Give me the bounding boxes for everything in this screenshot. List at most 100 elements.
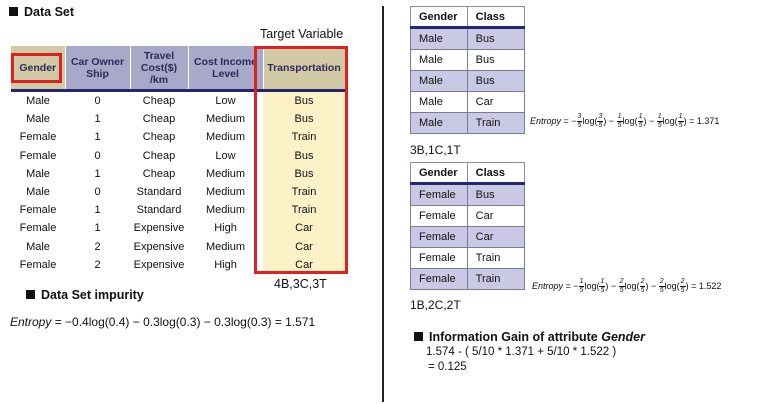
data-set-heading: Data Set bbox=[9, 5, 74, 19]
table-header-row: Gender Car Owner Ship Travel Cost($) /km… bbox=[11, 46, 346, 92]
table-cell: Female bbox=[410, 205, 468, 227]
table-row: Male 0 Standard Medium Train bbox=[11, 182, 345, 202]
table-row: Male Bus bbox=[410, 49, 526, 71]
table-cell: Car bbox=[466, 226, 526, 248]
table-row: Female Car bbox=[410, 205, 526, 227]
table-cell: Medium bbox=[205, 131, 246, 144]
col-class: Class bbox=[466, 6, 526, 29]
table-cell: Female bbox=[19, 131, 57, 144]
target-highlight-box bbox=[254, 46, 348, 274]
table-row: Female 0 Cheap Low Bus bbox=[11, 146, 345, 165]
table-cell: 1 bbox=[94, 113, 101, 126]
table-cell: Male bbox=[26, 240, 50, 253]
col-class: Class bbox=[466, 162, 526, 185]
table-row: Male 2 Expensive Medium Car bbox=[11, 237, 345, 256]
table-cell: Cheap bbox=[142, 167, 176, 180]
table-cell: Car bbox=[263, 255, 345, 274]
dataset-entropy-formula: Entropy = −0.4log(0.4) − 0.3log(0.3) − 0… bbox=[10, 315, 316, 329]
table-cell: Male bbox=[410, 91, 468, 113]
table-cell: 0 bbox=[94, 186, 101, 199]
table-row: Male Train bbox=[410, 112, 526, 134]
table-cell: Female bbox=[410, 247, 468, 269]
table-cell: 1 bbox=[94, 222, 101, 235]
table-header-row: Gender Class bbox=[410, 6, 526, 29]
table-cell: Bus bbox=[466, 27, 526, 50]
table-cell: Train bbox=[263, 201, 345, 220]
table-row: Male Bus bbox=[410, 70, 526, 92]
table-cell: Cheap bbox=[142, 113, 176, 126]
bullet-square-icon bbox=[9, 7, 18, 16]
table-cell: Male bbox=[26, 167, 50, 180]
table-header-row: Gender Class bbox=[410, 162, 526, 185]
table-cell: Low bbox=[215, 95, 236, 108]
table-row: Male 0 Cheap Low Bus bbox=[11, 90, 345, 111]
table-cell: Car bbox=[263, 237, 345, 256]
table-cell: Car bbox=[466, 91, 526, 113]
table-cell: Bus bbox=[263, 164, 345, 183]
table-cell: Car bbox=[466, 205, 526, 227]
male-entropy-formula: Entropy = −3 5 log(3 5) − 1 5 log(1 5) − 1 5 log… bbox=[530, 113, 720, 129]
table-cell: 0 bbox=[94, 95, 101, 108]
table-cell: Male bbox=[410, 27, 468, 50]
table-row: Female Car bbox=[410, 226, 526, 248]
table-cell: Cheap bbox=[142, 131, 176, 144]
table-cell: Medium bbox=[205, 186, 246, 199]
col-car-ownership: Car Owner Ship bbox=[65, 46, 131, 92]
female-table: Gender Class Female Bus Female Car Female Car… bbox=[410, 162, 526, 290]
impurity-heading: Data Set impurity bbox=[26, 288, 144, 302]
col-travel-cost: Travel Cost($) /km bbox=[130, 46, 189, 92]
table-cell: Low bbox=[215, 149, 236, 162]
gain-calculation: 1.574 - ( 5/10 * 1.371 + 5/10 * 1.522 ) bbox=[426, 346, 617, 358]
table-cell: Male bbox=[410, 112, 468, 134]
table-cell: 1 bbox=[94, 131, 101, 144]
table-cell: Bus bbox=[263, 90, 345, 111]
col-transportation: Transportation bbox=[263, 46, 346, 92]
table-cell: Female bbox=[410, 226, 468, 248]
table-cell: Standard bbox=[136, 204, 182, 217]
table-cell: Female bbox=[410, 183, 468, 206]
table-cell: Male bbox=[26, 113, 50, 126]
table-row: Female 2 Expensive High Car bbox=[11, 255, 345, 274]
table-cell: Female bbox=[19, 258, 57, 271]
class-counts-label: 4B,3C,3T bbox=[274, 277, 327, 291]
table-row: Male 1 Cheap Medium Bus bbox=[11, 164, 345, 183]
table-row: Female 1 Standard Medium Train bbox=[11, 201, 345, 220]
bullet-square-icon bbox=[26, 290, 35, 299]
table-cell: Male bbox=[410, 70, 468, 92]
table-cell: 2 bbox=[94, 240, 101, 253]
table-cell: High bbox=[214, 258, 237, 271]
table-row: Female 1 Cheap Medium Train bbox=[11, 128, 345, 147]
table-row: Female 1 Expensive High Car bbox=[11, 219, 345, 238]
table-cell: Train bbox=[466, 268, 526, 290]
information-gain-heading: Information Gain of attribute Gender bbox=[414, 330, 645, 344]
table-cell: Female bbox=[410, 268, 468, 290]
table-cell: Bus bbox=[263, 146, 345, 165]
col-gender: Gender bbox=[410, 6, 468, 29]
table-cell: Train bbox=[263, 128, 345, 147]
table-cell: Cheap bbox=[142, 95, 176, 108]
table-cell: Bus bbox=[466, 70, 526, 92]
table-cell: Female bbox=[19, 222, 57, 235]
table-cell: Male bbox=[410, 49, 468, 71]
table-cell: Bus bbox=[466, 49, 526, 71]
table-cell: Bus bbox=[263, 110, 345, 129]
data-set-table: Gender Car Owner Ship Travel Cost($) /km… bbox=[11, 46, 346, 274]
table-cell: Expensive bbox=[133, 240, 185, 253]
table-cell: Medium bbox=[205, 240, 246, 253]
table-cell: Expensive bbox=[133, 258, 185, 271]
col-gender: Gender bbox=[410, 162, 468, 185]
table-cell: Standard bbox=[136, 186, 182, 199]
table-cell: Male bbox=[26, 186, 50, 199]
female-entropy-formula: Entropy = −1 5 log(1 5) − 2 5 log(2 5) − 2 5 log… bbox=[532, 278, 722, 294]
table-cell: Medium bbox=[205, 113, 246, 126]
table-cell: Car bbox=[263, 219, 345, 238]
table-cell: 1 bbox=[94, 167, 101, 180]
bullet-square-icon bbox=[414, 332, 423, 341]
male-counts-label: 3B,1C,1T bbox=[410, 143, 461, 157]
table-cell: Cheap bbox=[142, 149, 176, 162]
table-row: Female Train bbox=[410, 268, 526, 290]
gain-result: = 0.125 bbox=[428, 361, 467, 373]
table-cell: Male bbox=[26, 95, 50, 108]
table-cell: 0 bbox=[94, 149, 101, 162]
target-variable-label: Target Variable bbox=[260, 27, 344, 41]
